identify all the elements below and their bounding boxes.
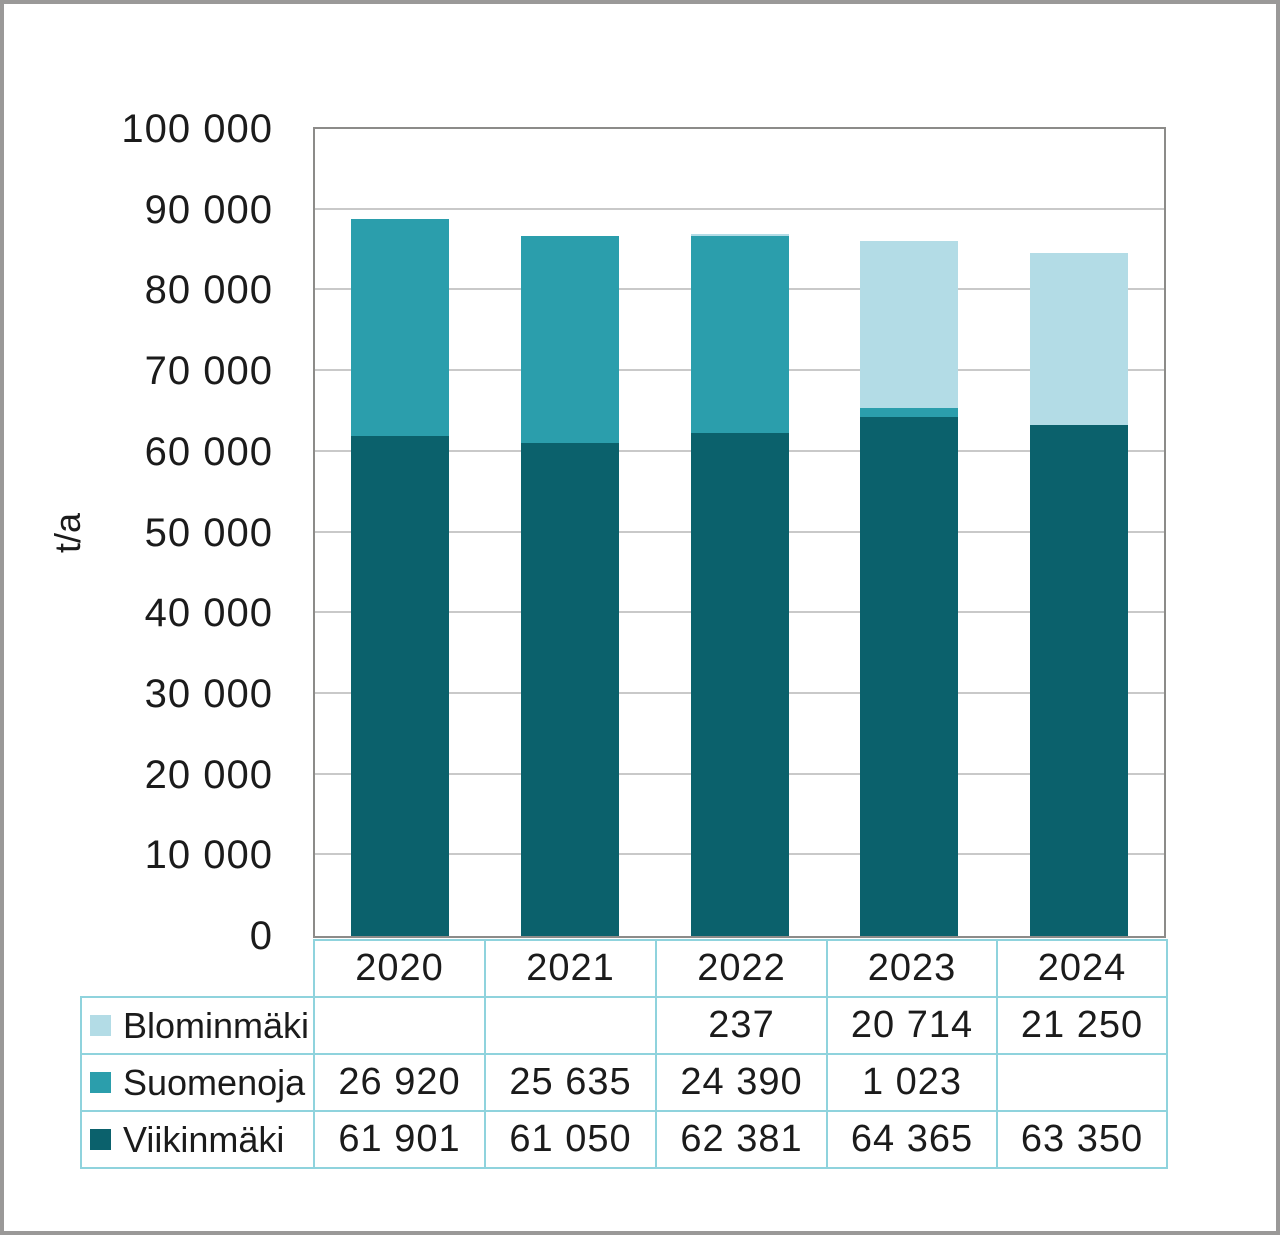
y-tick-label-40-000: 40 000: [144, 591, 273, 636]
y-axis-tick-labels: 0 10 000 20 000 30 000 40 000 50 000 60 000 70 …: [0, 0, 273, 1235]
legend-swatch-icon-viikinmaki: [90, 1129, 111, 1150]
bar-segment-suomenoja-2023: [860, 408, 959, 417]
bar-segment-suomenoja-2020: [350, 219, 449, 437]
bar-segment-viikinmaki-2023: [860, 416, 959, 936]
table-row-suomenoja: Suomenoja 26 920 25 635 24 390 1 023: [80, 1053, 1168, 1112]
table-value-suomenoja-2020: 26 920: [313, 1053, 486, 1112]
table-value-viikinmaki-2021: 61 050: [484, 1110, 657, 1169]
y-tick-label-60-000: 60 000: [144, 429, 273, 474]
table-corner-empty: [81, 940, 314, 997]
table-value-suomenoja-2024: [996, 1053, 1168, 1112]
legend-entry-suomenoja: Suomenoja: [82, 1062, 313, 1104]
y-tick-label-30-000: 30 000: [144, 671, 273, 716]
legend-entry-blominmaki: Blominmäki: [82, 1005, 313, 1047]
data-table-body: 2020 2021 2022 2023 2024 Blominmäki 237 20 714 2…: [80, 939, 1168, 1169]
legend-label-viikinmaki: Viikinmäki: [123, 1118, 285, 1160]
legend-label-suomenoja: Suomenoja: [123, 1061, 306, 1103]
table-value-suomenoja-2022: 24 390: [655, 1053, 828, 1112]
table-row-blominmaki: Blominmäki 237 20 714 21 250: [80, 996, 1168, 1055]
legend-entry-viikinmaki: Viikinmäki: [82, 1119, 313, 1161]
table-value-suomenoja-2023: 1 023: [826, 1053, 998, 1112]
table-year-2023: 2023: [826, 939, 998, 998]
y-tick-label-100-000: 100 000: [121, 107, 273, 151]
bar-segment-viikinmaki-2020: [350, 436, 449, 936]
table-year-2024: 2024: [996, 939, 1168, 998]
table-row-years: 2020 2021 2022 2023 2024: [81, 939, 1168, 998]
table-value-viikinmaki-2020: 61 901: [313, 1110, 486, 1169]
legend-swatch-icon-suomenoja: [90, 1072, 111, 1093]
legend-cell-suomenoja: Suomenoja: [80, 1053, 315, 1112]
legend-label-blominmaki: Blominmäki: [123, 1004, 310, 1046]
y-tick-label-0: 0: [249, 914, 273, 958]
table-value-blominmaki-2023: 20 714: [826, 996, 998, 1055]
legend-cell-viikinmaki: Viikinmäki: [80, 1110, 315, 1169]
table-value-blominmaki-2022: 237: [655, 996, 828, 1055]
table-value-blominmaki-2021: [484, 996, 657, 1055]
gridline-90000: [315, 207, 1164, 210]
bar-segment-suomenoja-2022: [690, 235, 789, 433]
bar-segment-blominmaki-2022: [690, 233, 789, 236]
y-tick-label-80-000: 80 000: [144, 268, 273, 313]
y-tick-label-50-000: 50 000: [144, 510, 273, 555]
bar-segment-viikinmaki-2021: [520, 443, 619, 936]
y-tick-label-70-000: 70 000: [144, 349, 273, 394]
bar-segment-viikinmaki-2024: [1030, 424, 1129, 936]
bar-segment-suomenoja-2021: [520, 236, 619, 444]
table-value-blominmaki-2020: [313, 996, 486, 1055]
data-table: 2020 2021 2022 2023 2024 Blominmäki 237 20 714 2…: [80, 939, 1168, 1169]
y-tick-label-90-000: 90 000: [144, 187, 273, 232]
legend-swatch-icon-blominmaki: [90, 1015, 111, 1036]
bar-segment-blominmaki-2023: [860, 241, 959, 409]
y-tick-label-20-000: 20 000: [144, 752, 273, 797]
table-year-2020: 2020: [313, 939, 486, 998]
table-value-blominmaki-2024: 21 250: [996, 996, 1168, 1055]
bar-segment-viikinmaki-2022: [690, 432, 789, 936]
bar-segment-blominmaki-2024: [1030, 253, 1129, 425]
table-value-viikinmaki-2024: 63 350: [996, 1110, 1168, 1169]
table-value-viikinmaki-2023: 64 365: [826, 1110, 998, 1169]
legend-cell-blominmaki: Blominmäki: [80, 996, 315, 1055]
table-year-2022: 2022: [655, 939, 828, 998]
table-row-viikinmaki: Viikinmäki 61 901 61 050 62 381 64 365 63 350: [80, 1110, 1168, 1169]
table-year-2021: 2021: [484, 939, 657, 998]
y-tick-label-10-000: 10 000: [144, 833, 273, 878]
plot-area: [313, 127, 1166, 938]
table-value-viikinmaki-2022: 62 381: [655, 1110, 828, 1169]
table-value-suomenoja-2021: 25 635: [484, 1053, 657, 1112]
